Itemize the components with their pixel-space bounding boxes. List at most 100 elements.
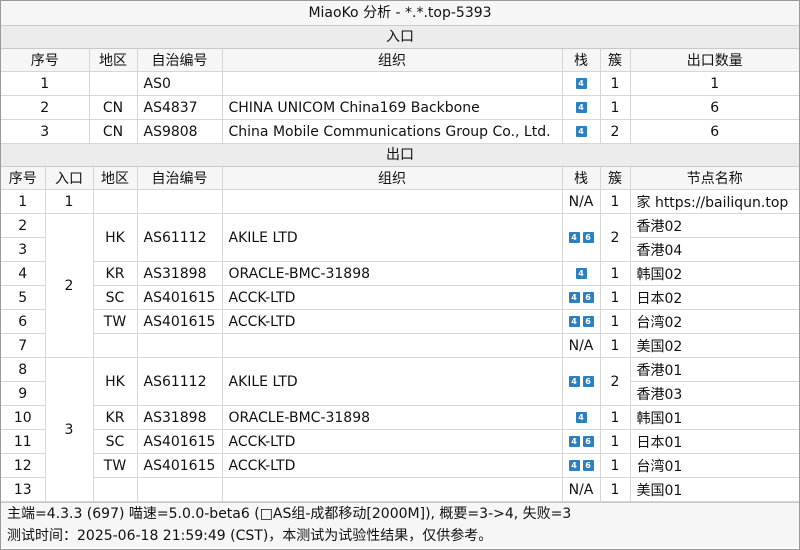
entry-header-cell: 出口数量 — [629, 49, 799, 72]
entry-header-cell: 栈 — [561, 49, 601, 72]
ipv4-badge-icon: 4 — [575, 78, 587, 89]
exit-cluster: 1 — [599, 453, 631, 478]
exit-header-cell: 节点名称 — [629, 167, 799, 190]
ipv4-badge-icon: 4 — [575, 102, 587, 113]
ipv6-badge-icon: 6 — [582, 292, 594, 303]
exit-row: 12 TW AS401615 ACCK-LTD 4 6 1 台湾01 — [1, 453, 799, 478]
exit-asn: AS401615 — [136, 429, 223, 454]
entry-org: CHINA UNICOM China169 Backbone — [221, 95, 563, 120]
exit-no: 1 — [1, 189, 46, 214]
ipv6-badge-icon: 6 — [582, 376, 594, 387]
exit-region: KR — [92, 405, 138, 430]
entry-asn: AS0 — [136, 71, 223, 96]
exit-header-cell: 地区 — [92, 167, 138, 190]
exit-region — [92, 477, 138, 502]
entry-exit-count: 6 — [629, 119, 799, 144]
exit-row: 6 TW AS401615 ACCK-LTD 4 6 1 台湾02 — [1, 309, 799, 334]
ipv4-badge-icon: 4 — [568, 232, 580, 243]
footer-test-time: 测试时间：2025-06-18 21:59:49 (CST)，本测试为试验性结果… — [1, 525, 799, 547]
exit-org: ORACLE-BMC-31898 — [221, 261, 563, 286]
exit-no: 5 — [1, 285, 46, 310]
exit-asn — [136, 189, 223, 214]
entry-region: CN — [88, 95, 138, 120]
entry-section-label: 入口 — [1, 26, 799, 49]
entry-exit-count: 1 — [629, 71, 799, 96]
exit-org — [221, 189, 563, 214]
exit-cluster: 1 — [599, 477, 631, 502]
exit-node-name: 日本01 — [629, 429, 799, 454]
exit-no: 8 — [1, 357, 46, 382]
entry-org: China Mobile Communications Group Co., L… — [221, 119, 563, 144]
ipv4-badge-icon: 4 — [568, 316, 580, 327]
exit-org — [221, 333, 563, 358]
exit-no: 9 — [1, 381, 46, 406]
exit-region: HK — [92, 357, 138, 406]
window-title: MiaoKo 分析 - *.*.top-5393 — [1, 1, 799, 26]
exit-org: ACCK-LTD — [221, 285, 563, 310]
exit-entry: 1 — [44, 189, 94, 214]
exit-cluster: 1 — [599, 261, 631, 286]
exit-no: 4 — [1, 261, 46, 286]
entry-asn: AS4837 — [136, 95, 223, 120]
entry-table: 序号 地区 自治编号 组织栈簇出口数量 1 AS0 4 1 1 2 CN AS4837 CHINA U… — [1, 49, 799, 144]
exit-cluster: 2 — [599, 357, 631, 406]
exit-region — [92, 189, 138, 214]
exit-org — [221, 477, 563, 502]
ipv6-badge-icon: 6 — [582, 460, 594, 471]
entry-stack: 4 — [561, 119, 601, 144]
exit-asn — [136, 333, 223, 358]
exit-node-name: 香港02 — [629, 213, 799, 238]
ipv4-badge-icon: 4 — [575, 412, 587, 423]
exit-asn — [136, 477, 223, 502]
exit-header-cell: 入口 — [44, 167, 94, 190]
exit-org: AKILE LTD — [221, 357, 563, 406]
exit-region: SC — [92, 285, 138, 310]
exit-region: TW — [92, 309, 138, 334]
exit-row: 4 KR AS31898 ORACLE-BMC-31898 4 1 韩国02 — [1, 261, 799, 286]
exit-header-cell: 组织 — [221, 167, 563, 190]
exit-node-name: 美国01 — [629, 477, 799, 502]
exit-org: ACCK-LTD — [221, 453, 563, 478]
exit-node-name: 家 https://bailiqun.top — [629, 189, 799, 214]
ipv4-badge-icon: 4 — [568, 460, 580, 471]
exit-entry: 3 — [44, 357, 94, 502]
exit-row: 7 N/A 1 美国02 — [1, 333, 799, 358]
exit-row: 1 1 N/A 1 家 https://bailiqun.top — [1, 189, 799, 214]
ipv4-badge-icon: 4 — [568, 376, 580, 387]
exit-node-name: 韩国01 — [629, 405, 799, 430]
entry-org — [221, 71, 563, 96]
exit-region: SC — [92, 429, 138, 454]
entry-header-cell: 组织 — [221, 49, 563, 72]
ipv4-badge-icon: 4 — [568, 292, 580, 303]
entry-exit-count: 6 — [629, 95, 799, 120]
exit-region: HK — [92, 213, 138, 262]
entry-cluster: 2 — [599, 119, 631, 144]
exit-no: 12 — [1, 453, 46, 478]
exit-region: KR — [92, 261, 138, 286]
exit-region — [92, 333, 138, 358]
exit-org: ACCK-LTD — [221, 429, 563, 454]
exit-no: 11 — [1, 429, 46, 454]
entry-cluster: 1 — [599, 71, 631, 96]
exit-cluster: 1 — [599, 189, 631, 214]
exit-asn: AS31898 — [136, 405, 223, 430]
entry-no: 1 — [1, 71, 90, 96]
exit-row: 2 2 HK AS61112 AKILE LTD 4 6 2 香港02 — [1, 213, 799, 358]
entry-no: 3 — [1, 119, 90, 144]
entry-header-cell: 序号 — [1, 49, 90, 72]
exit-stack: 4 — [561, 405, 601, 430]
exit-node-name: 韩国02 — [629, 261, 799, 286]
exit-org: ACCK-LTD — [221, 309, 563, 334]
entry-stack: 4 — [561, 95, 601, 120]
exit-asn: AS31898 — [136, 261, 223, 286]
exit-asn: AS61112 — [136, 357, 223, 406]
exit-cluster: 1 — [599, 285, 631, 310]
exit-header-cell: 序号 — [1, 167, 46, 190]
exit-org: ORACLE-BMC-31898 — [221, 405, 563, 430]
exit-asn: AS61112 — [136, 213, 223, 262]
